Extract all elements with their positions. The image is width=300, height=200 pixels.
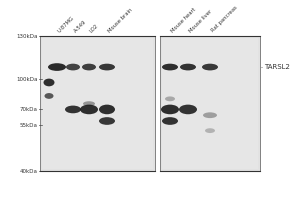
- Ellipse shape: [99, 64, 115, 70]
- Ellipse shape: [44, 93, 53, 99]
- Ellipse shape: [83, 101, 95, 106]
- Ellipse shape: [161, 105, 179, 114]
- Ellipse shape: [162, 117, 178, 125]
- Text: 70kDa: 70kDa: [20, 107, 38, 112]
- Ellipse shape: [202, 64, 218, 70]
- Ellipse shape: [99, 105, 115, 114]
- Ellipse shape: [44, 79, 55, 86]
- Text: LO2: LO2: [89, 23, 100, 33]
- Ellipse shape: [203, 112, 217, 118]
- Ellipse shape: [205, 128, 215, 133]
- Bar: [40, 36, 155, 171]
- Ellipse shape: [66, 64, 80, 70]
- Ellipse shape: [99, 117, 115, 125]
- Text: U-87MG: U-87MG: [57, 15, 75, 33]
- Text: 55kDa: 55kDa: [20, 123, 38, 128]
- Ellipse shape: [180, 64, 196, 70]
- Bar: [42, 38, 153, 169]
- Text: A-549: A-549: [73, 19, 88, 33]
- Bar: [162, 38, 258, 169]
- Ellipse shape: [80, 105, 98, 114]
- Text: Mouse liver: Mouse liver: [188, 8, 213, 33]
- Ellipse shape: [48, 63, 66, 71]
- Text: Mouse heart: Mouse heart: [170, 7, 197, 33]
- Text: TARSL2: TARSL2: [264, 64, 290, 70]
- Text: Rat pancreas: Rat pancreas: [210, 5, 238, 33]
- Ellipse shape: [162, 64, 178, 70]
- Text: 40kDa: 40kDa: [20, 169, 38, 174]
- Ellipse shape: [165, 96, 175, 101]
- Text: 130kDa: 130kDa: [16, 34, 38, 39]
- Bar: [160, 36, 260, 171]
- Text: 100kDa: 100kDa: [16, 77, 38, 82]
- Ellipse shape: [179, 105, 197, 114]
- Ellipse shape: [82, 64, 96, 70]
- Ellipse shape: [65, 106, 81, 113]
- Text: Mouse brain: Mouse brain: [107, 7, 134, 33]
